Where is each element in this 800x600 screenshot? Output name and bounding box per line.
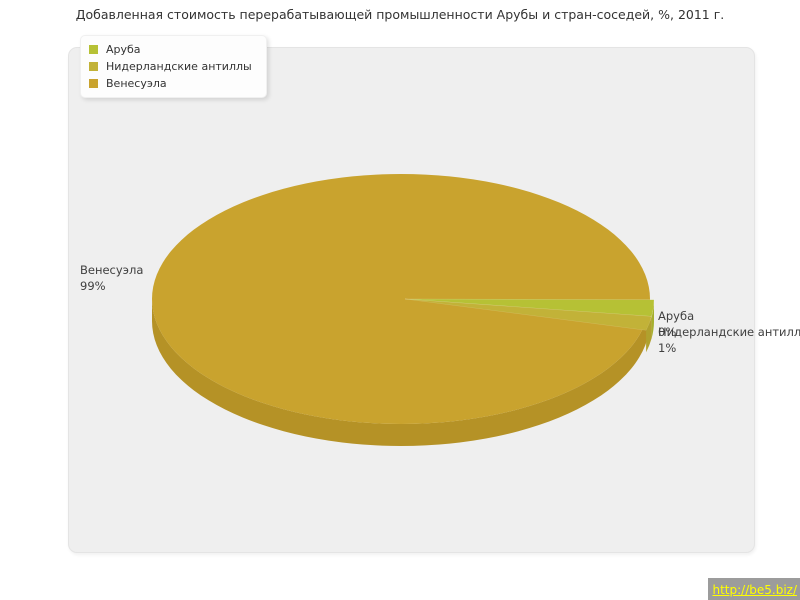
callout-value: 1% [658, 341, 677, 355]
page-title: Добавленная стоимость перерабатывающей п… [75, 7, 725, 22]
callout-name: Венесуэла [80, 263, 144, 277]
callout-antilles: Нидерландские антиллы 1% [658, 324, 800, 356]
legend-swatch-antilles-icon [89, 62, 98, 71]
callout-aruba: Аруба 0% [658, 308, 694, 340]
watermark: http://be5.biz/ [708, 578, 800, 600]
callout-name: Аруба [658, 309, 695, 323]
legend-item-venezuela: Венесуэла [89, 75, 252, 92]
legend-item-label: Венесуэла [106, 77, 167, 90]
legend: Аруба Нидерландские антиллы Венесуэла [80, 35, 267, 98]
callout-value: 0% [658, 325, 677, 339]
callout-name: Нидерландские антиллы [658, 325, 800, 339]
legend-swatch-aruba-icon [89, 45, 98, 54]
callout-venezuela: Венесуэла 99% [80, 262, 143, 294]
legend-item-label: Нидерландские антиллы [106, 60, 252, 73]
legend-item-aruba: Аруба [89, 41, 252, 58]
watermark-link[interactable]: http://be5.biz/ [712, 583, 797, 597]
legend-swatch-venezuela-icon [89, 79, 98, 88]
legend-item-antilles: Нидерландские антиллы [89, 58, 252, 75]
callout-value: 99% [80, 279, 106, 293]
chart-panel [68, 47, 755, 553]
legend-item-label: Аруба [106, 43, 141, 56]
